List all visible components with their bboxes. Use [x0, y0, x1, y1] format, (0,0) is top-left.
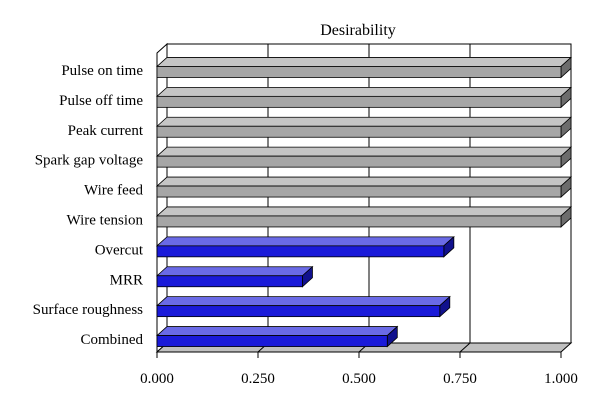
category-label: Wire tension — [67, 212, 144, 228]
chart-title: Desirability — [320, 22, 396, 39]
category-label: Pulse off time — [59, 93, 143, 109]
bar — [155, 206, 573, 228]
bars — [155, 56, 573, 348]
category-label: Peak current — [68, 123, 144, 139]
x-tick-label: 0.750 — [443, 371, 477, 387]
bar — [155, 176, 573, 198]
x-tick-label: 0.250 — [241, 371, 275, 387]
category-label: MRR — [110, 272, 143, 288]
x-tick-label: 0.000 — [140, 371, 174, 387]
bar — [155, 295, 451, 318]
bar — [155, 325, 399, 348]
category-label: Wire feed — [84, 183, 143, 199]
category-label: Spark gap voltage — [35, 153, 144, 169]
category-label: Surface roughness — [33, 302, 144, 318]
bar — [155, 86, 573, 109]
floor-gridline — [459, 342, 471, 353]
category-label: Overcut — [95, 242, 144, 258]
bar — [155, 235, 455, 258]
bar — [155, 265, 314, 288]
x-tick-label: 1.000 — [544, 371, 578, 387]
bar — [155, 56, 573, 79]
x-tick-label: 0.500 — [342, 371, 376, 387]
category-label: Combined — [81, 332, 144, 348]
bar — [155, 146, 573, 169]
category-label: Pulse on time — [61, 63, 143, 79]
category-labels: Pulse on time Pulse off time Peak current S… — [33, 63, 144, 348]
x-tick-labels: 0.000 0.250 0.500 0.750 1.000 — [140, 351, 578, 387]
bar — [155, 116, 573, 139]
